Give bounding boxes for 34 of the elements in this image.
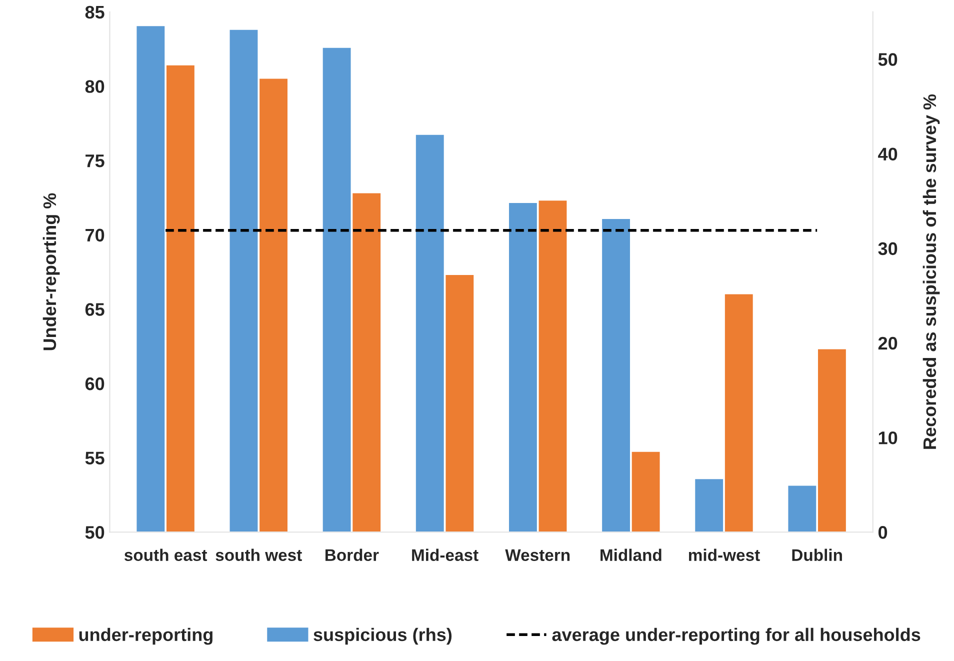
y-tick-label: 60 xyxy=(85,377,104,390)
y-tick-label: 70 xyxy=(86,228,104,242)
y-axis-title: Under-reporting % xyxy=(42,193,60,350)
x-tick-label: south west xyxy=(216,548,302,562)
y2-tick-label: 30 xyxy=(878,242,898,256)
y2-axis-title: Recoreded as suspicious of the survey % xyxy=(922,94,940,449)
bar xyxy=(230,30,258,532)
y2-tick-label: 10 xyxy=(878,431,898,444)
legend-label: average under-reporting for all households xyxy=(552,628,920,645)
y2-tick-label: 20 xyxy=(878,336,898,350)
x-tick-label: Western xyxy=(505,549,570,562)
y2-tick-label: 40 xyxy=(878,148,898,160)
bar xyxy=(416,134,444,532)
x-tick-label: Mid-east xyxy=(412,548,478,562)
bar xyxy=(508,202,537,532)
y-tick-label: 65 xyxy=(85,303,104,316)
x-tick-label: Border xyxy=(325,548,379,562)
y2-tick-label: 0 xyxy=(878,526,888,539)
legend-label: suspicious (rhs) xyxy=(314,628,452,645)
y-tick-label: 55 xyxy=(85,452,104,465)
y2-tick-label: 50 xyxy=(878,53,898,66)
y-tick-label: 75 xyxy=(86,154,104,168)
bar xyxy=(602,219,630,532)
y-tick-label: 85 xyxy=(85,6,104,19)
legend-label: under-reporting xyxy=(79,628,212,645)
x-tick-label: Midland xyxy=(600,548,662,562)
y-tick-label: 50 xyxy=(85,526,104,539)
x-tick-label: Dublin xyxy=(792,548,842,562)
bar xyxy=(322,48,351,532)
x-tick-label: south east xyxy=(124,548,208,562)
x-tick-label: mid-west xyxy=(688,548,760,562)
bar xyxy=(695,479,724,532)
y-tick-label: 80 xyxy=(85,80,104,93)
bar xyxy=(788,486,816,532)
